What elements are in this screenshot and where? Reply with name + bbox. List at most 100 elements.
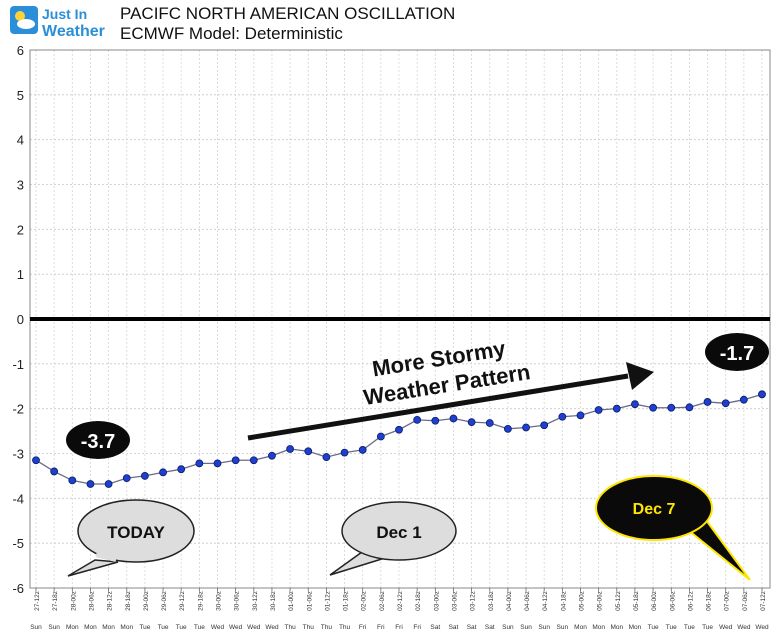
x-axis: 27-12z Sun 27-18z Sun 28-00z Mon 28-06z Mon 28-1… [30, 588, 769, 631]
x-tick-day-label: Sat [485, 624, 495, 631]
x-tick-date-label: 06-06z [669, 591, 676, 611]
x-tick-date-label: 01-06z [306, 591, 313, 611]
x-tick-day-label: Fri [395, 624, 403, 631]
x-tick-date-label: 05-00z [579, 591, 586, 611]
x-tick-date-label: 28-18z [125, 591, 132, 611]
y-axis: 6 5 4 3 2 1 0 -1 -2 -3 -4 -5 -6 [12, 43, 24, 596]
data-point [612, 404, 621, 413]
x-tick-day-label: Thu [339, 624, 351, 631]
data-point [558, 412, 567, 421]
x-tick-date-label: 02-18z [415, 591, 422, 611]
data-point [195, 459, 204, 468]
trend-arrow [247, 362, 654, 441]
data-point [540, 421, 549, 430]
x-tick-day-label: Mon [102, 624, 115, 631]
data-point [449, 414, 458, 423]
dec7-speech-bubble: Dec 7 [595, 475, 751, 581]
y-tick-label: -4 [12, 491, 24, 506]
x-tick-date-label: 03-06z [451, 591, 458, 611]
data-point [140, 472, 149, 480]
data-point [177, 465, 186, 474]
x-tick-day-label: Fri [413, 624, 421, 631]
x-tick-date-label: 03-18z [488, 591, 495, 611]
data-point [503, 424, 512, 433]
x-tick-date-label: 30-12z [252, 591, 259, 611]
x-tick-day-label: Sun [538, 624, 550, 631]
x-tick-day-label: Wed [719, 624, 733, 631]
x-tick-date-label: 05-12z [615, 591, 622, 611]
data-point [667, 403, 676, 412]
data-point [522, 423, 530, 432]
x-tick-day-label: Sun [502, 624, 514, 631]
data-point [358, 446, 367, 454]
x-tick-date-label: 07-12z [760, 591, 767, 611]
x-tick-date-label: 29-00z [143, 591, 150, 611]
y-tick-label: 1 [17, 267, 24, 282]
data-point [485, 419, 494, 427]
logo-line2: Weather [42, 23, 105, 40]
x-tick-day-label: Mon [592, 624, 605, 631]
x-tick-day-label: Fri [359, 624, 367, 631]
x-tick-day-label: Tue [194, 624, 205, 631]
data-point [649, 403, 657, 412]
data-point [576, 411, 585, 420]
x-tick-day-label: Tue [684, 624, 695, 631]
x-tick-date-label: 30-00z [216, 591, 223, 611]
y-tick-label: -6 [12, 581, 24, 596]
data-point [286, 445, 295, 453]
today-start-label: -3.7 [81, 431, 115, 453]
data-point [685, 403, 694, 412]
data-point [340, 448, 349, 457]
x-tick-day-label: Sun [520, 624, 532, 631]
x-tick-date-label: 04-18z [560, 591, 567, 611]
data-point [322, 453, 331, 461]
x-tick-date-label: 07-06z [742, 591, 749, 611]
data-point [268, 451, 276, 460]
x-tick-date-label: 04-12z [542, 591, 549, 611]
x-tick-day-label: Mon [574, 624, 587, 631]
x-tick-day-label: Mon [84, 624, 97, 631]
data-point [86, 480, 95, 488]
data-point [32, 456, 40, 465]
today-bubble-text: TODAY [107, 523, 165, 542]
x-tick-day-label: Mon [66, 624, 79, 631]
x-tick-day-label: Tue [648, 624, 659, 631]
y-tick-label: 5 [17, 88, 24, 103]
x-tick-date-label: 06-12z [687, 591, 694, 611]
x-tick-day-label: Sun [30, 624, 42, 631]
x-tick-day-label: Sat [449, 624, 459, 631]
data-point [50, 467, 59, 476]
x-tick-date-label: 02-06z [379, 591, 386, 611]
end-value-label-bubble: -1.7 [705, 333, 769, 371]
x-tick-date-label: 27-18z [52, 591, 59, 611]
x-tick-date-label: 02-00z [361, 591, 368, 611]
x-tick-date-label: 01-18z [343, 591, 350, 611]
data-point [122, 474, 131, 483]
y-tick-label: 2 [17, 222, 24, 237]
x-tick-day-label: Wed [229, 624, 243, 631]
data-point [159, 468, 167, 477]
data-point [594, 406, 603, 414]
data-point [413, 415, 422, 424]
x-tick-date-label: 29-12z [179, 591, 186, 611]
x-tick-date-label: 05-18z [633, 591, 640, 611]
y-tick-label: -1 [12, 357, 24, 372]
x-tick-date-label: 01-00z [288, 591, 295, 611]
chart-subtitle: ECMWF Model: Deterministic [120, 24, 343, 43]
x-tick-day-label: Tue [176, 624, 187, 631]
x-tick-day-label: Wed [265, 624, 279, 631]
data-point [68, 476, 77, 485]
x-tick-date-label: 06-00z [651, 591, 658, 611]
x-tick-date-label: 01-12z [324, 591, 331, 611]
x-tick-day-label: Wed [211, 624, 225, 631]
x-tick-day-label: Wed [737, 624, 751, 631]
sun-cloud-icon [10, 6, 38, 34]
x-tick-day-label: Tue [666, 624, 677, 631]
x-tick-day-label: Thu [303, 624, 315, 631]
x-tick-day-label: Mon [610, 624, 623, 631]
data-point [758, 390, 766, 399]
x-tick-date-label: 03-12z [470, 591, 477, 611]
just-in-weather-logo: Just In Weather [8, 4, 112, 40]
x-tick-date-label: 05-06z [597, 591, 604, 611]
